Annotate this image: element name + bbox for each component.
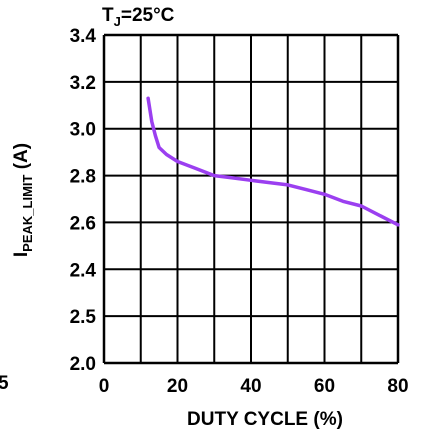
series-group xyxy=(146,96,400,227)
x-tick-label: 80 xyxy=(387,376,408,397)
x-tick-label: 20 xyxy=(167,376,188,397)
y-tick-label: 2.5 xyxy=(70,307,97,328)
y-tick-labels: 3.4 3.2 3.0 2.8 2.6 2.4 2.5 2.0 xyxy=(70,26,97,375)
y-tick-label: 2.8 xyxy=(70,167,96,188)
x-axis-label: DUTY CYCLE (%) xyxy=(187,409,343,430)
y-tick-label: 2.4 xyxy=(70,260,97,281)
y-axis-label: IPEAK_LIMIT (A) xyxy=(11,143,35,257)
x-tick-label: 0 xyxy=(99,376,110,397)
y-tick-label: 3.0 xyxy=(70,120,96,141)
series-line-0 xyxy=(146,96,400,227)
grid-lines xyxy=(102,33,400,365)
stray-text: 5 xyxy=(0,373,9,394)
y-tick-label: 3.4 xyxy=(70,26,97,47)
y-tick-label: 3.2 xyxy=(70,73,96,94)
y-tick-label: 2.6 xyxy=(70,213,96,234)
x-tick-labels: 0 20 40 60 80 xyxy=(99,376,409,397)
x-tick-label: 40 xyxy=(240,376,261,397)
x-tick-label: 60 xyxy=(314,376,335,397)
temperature-annotation: TJ=25°C xyxy=(102,5,175,29)
y-tick-label: 2.0 xyxy=(70,354,96,375)
